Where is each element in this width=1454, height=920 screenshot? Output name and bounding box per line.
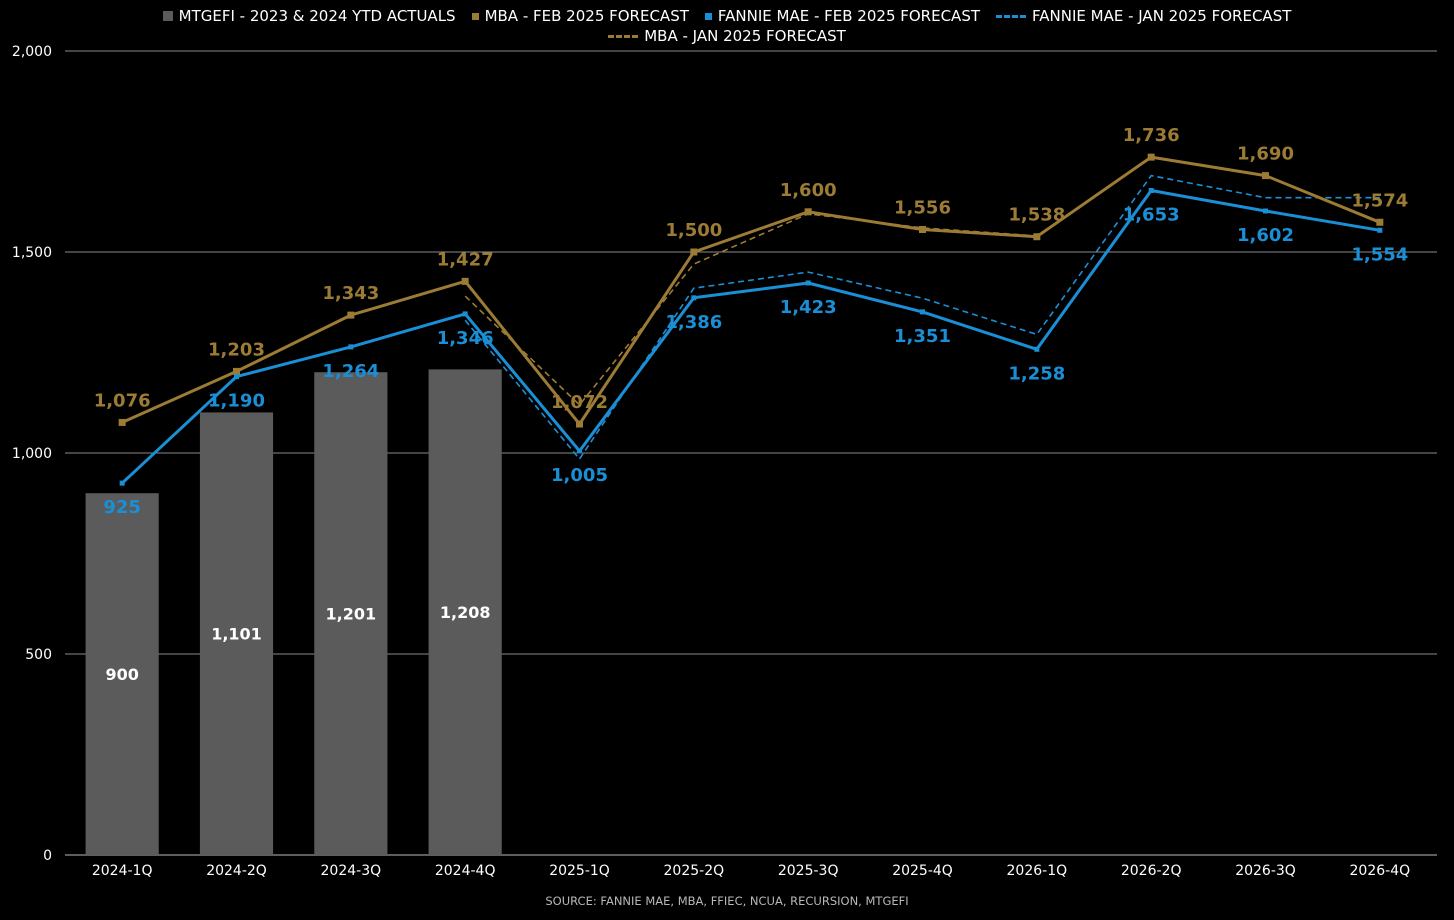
series-line-mba-jan xyxy=(464,156,1381,406)
fannie-feb-data-label: 925 xyxy=(103,497,141,518)
point-mba-feb xyxy=(1376,218,1384,226)
point-fannie-feb xyxy=(1034,346,1040,352)
x-tick-label: 2024-2Q xyxy=(206,863,267,879)
legend-swatch-mba-jan xyxy=(608,34,639,38)
mba-feb-data-label: 1,574 xyxy=(1351,190,1408,211)
x-tick-label: 2026-1Q xyxy=(1007,863,1068,879)
legend-label-fannie-feb: FANNIE MAE - FEB 2025 FORECAST xyxy=(717,7,981,25)
y-tick-label: 1,000 xyxy=(12,446,52,462)
legend-swatch-fannie-feb xyxy=(704,12,712,20)
bar xyxy=(428,369,502,855)
bar-data-label: 1,201 xyxy=(326,605,377,624)
bar xyxy=(314,372,388,855)
mba-feb-data-label: 1,076 xyxy=(94,390,151,411)
series-line-mba-feb xyxy=(121,155,1381,426)
x-tick-label: 2024-4Q xyxy=(435,863,496,879)
point-mba-feb xyxy=(919,225,926,233)
y-tick-label: 500 xyxy=(25,647,52,663)
point-fannie-feb xyxy=(234,374,239,380)
legend-item-mba-feb[interactable]: MBA - FEB 2025 FORECAST xyxy=(471,7,689,25)
fannie-feb-data-label: 1,351 xyxy=(894,326,951,347)
fannie-feb-data-label: 1,602 xyxy=(1237,225,1294,246)
series-line-fannie-feb xyxy=(121,189,1381,485)
legend-label-mba-jan: MBA - JAN 2025 FORECAST xyxy=(644,27,846,45)
x-tick-label: 2026-4Q xyxy=(1350,863,1411,879)
x-tick-label: 2024-3Q xyxy=(321,863,382,879)
point-fannie-feb xyxy=(1377,227,1383,233)
series-line-fannie-jan xyxy=(464,174,1380,460)
legend-item-mba-jan[interactable]: MBA - JAN 2025 FORECAST xyxy=(608,27,846,45)
point-fannie-feb xyxy=(577,448,582,454)
point-mba-feb xyxy=(461,277,469,285)
point-fannie-feb xyxy=(1263,208,1268,214)
legend-item-actuals[interactable]: MTGEFI - 2023 & 2024 YTD ACTUALS xyxy=(162,7,456,25)
mba-feb-data-label: 1,736 xyxy=(1123,125,1180,146)
point-fannie-feb xyxy=(119,480,125,486)
legend: MTGEFI - 2023 & 2024 YTD ACTUALS MBA - F… xyxy=(0,6,1454,46)
fannie-feb-data-label: 1,346 xyxy=(437,328,494,349)
fannie-feb-data-label: 1,264 xyxy=(322,361,379,382)
x-tick-label: 2026-3Q xyxy=(1235,863,1296,879)
bar-data-label: 1,208 xyxy=(440,603,491,622)
point-fannie-feb xyxy=(691,295,697,301)
point-mba-feb xyxy=(347,311,355,319)
point-fannie-feb xyxy=(920,309,925,315)
fannie-feb-data-label: 1,258 xyxy=(1008,363,1065,384)
point-mba-feb xyxy=(1262,172,1269,180)
mba-feb-data-label: 1,427 xyxy=(437,249,494,270)
legend-row-2: MBA - JAN 2025 FORECAST xyxy=(0,26,1454,46)
mba-feb-data-label: 1,203 xyxy=(208,339,265,360)
mba-feb-data-label: 1,538 xyxy=(1008,205,1065,226)
point-fannie-feb xyxy=(462,311,468,317)
mba-feb-data-label: 1,600 xyxy=(780,180,837,201)
legend-label-mba-feb: MBA - FEB 2025 FORECAST xyxy=(484,7,689,25)
y-tick-label: 0 xyxy=(43,848,52,864)
legend-label-actuals: MTGEFI - 2023 & 2024 YTD ACTUALS xyxy=(178,7,456,25)
bar-data-label: 1,101 xyxy=(211,625,262,644)
y-tick-label: 1,500 xyxy=(12,245,52,261)
point-fannie-feb xyxy=(805,280,811,286)
x-tick-label: 2024-1Q xyxy=(92,863,153,879)
legend-row-1: MTGEFI - 2023 & 2024 YTD ACTUALS MBA - F… xyxy=(0,6,1454,26)
fannie-feb-data-label: 1,653 xyxy=(1123,204,1180,225)
point-mba-feb xyxy=(576,420,583,428)
legend-swatch-mba-feb xyxy=(471,12,479,20)
mba-feb-data-label: 1,556 xyxy=(894,197,951,218)
legend-item-fannie-jan[interactable]: FANNIE MAE - JAN 2025 FORECAST xyxy=(996,7,1291,25)
fannie-feb-data-label: 1,386 xyxy=(665,312,722,333)
x-tick-label: 2025-4Q xyxy=(892,863,953,879)
x-tick-label: 2025-2Q xyxy=(664,863,725,879)
legend-swatch-actuals xyxy=(162,11,173,21)
x-tick-label: 2025-1Q xyxy=(549,863,610,879)
point-mba-feb xyxy=(690,248,698,256)
bar xyxy=(199,412,274,855)
point-mba-feb xyxy=(804,208,812,216)
point-mba-feb xyxy=(1033,233,1041,241)
legend-item-fannie-feb[interactable]: FANNIE MAE - FEB 2025 FORECAST xyxy=(704,7,981,25)
source-note: SOURCE: FANNIE MAE, MBA, FFIEC, NCUA, RE… xyxy=(545,894,909,908)
bar-data-label: 900 xyxy=(105,665,138,684)
point-fannie-feb xyxy=(1148,187,1154,193)
fannie-feb-data-label: 1,005 xyxy=(551,465,608,486)
x-tick-label: 2026-2Q xyxy=(1121,863,1182,879)
fannie-feb-data-label: 1,190 xyxy=(208,391,265,412)
legend-swatch-fannie-jan xyxy=(996,14,1027,18)
point-mba-feb xyxy=(118,418,126,426)
legend-label-fannie-jan: FANNIE MAE - JAN 2025 FORECAST xyxy=(1032,7,1292,25)
y-tick-label: 2,000 xyxy=(12,44,52,60)
fannie-feb-data-label: 1,423 xyxy=(780,297,837,318)
point-fannie-feb xyxy=(348,344,354,350)
mba-feb-data-label: 1,072 xyxy=(551,392,608,413)
mba-feb-data-label: 1,500 xyxy=(665,220,722,241)
bar xyxy=(85,493,159,855)
point-mba-feb xyxy=(233,367,240,375)
point-mba-feb xyxy=(1147,153,1155,161)
mba-feb-data-label: 1,690 xyxy=(1237,144,1294,165)
mba-feb-data-label: 1,343 xyxy=(322,283,379,304)
fannie-feb-data-label: 1,554 xyxy=(1351,244,1408,265)
x-tick-label: 2025-3Q xyxy=(778,863,839,879)
